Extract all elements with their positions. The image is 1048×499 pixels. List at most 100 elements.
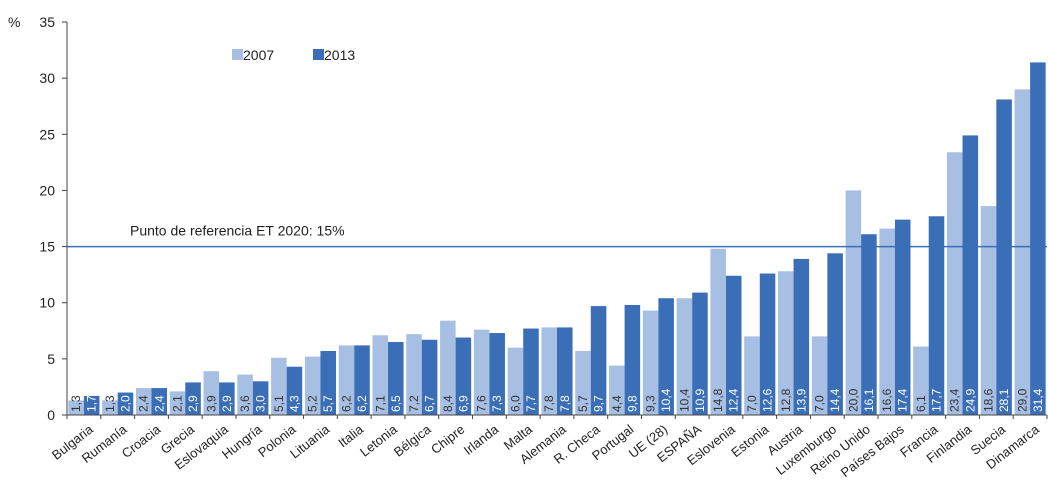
value-label: 3,6: [238, 395, 252, 412]
value-label: 2,4: [152, 395, 166, 412]
value-label: 23,4: [948, 388, 962, 412]
value-label: 7,0: [813, 395, 827, 412]
bar-2013: [1030, 62, 1046, 416]
value-label: 12,8: [779, 388, 793, 412]
bar-2007: [169, 391, 186, 415]
value-label: 9,7: [592, 395, 606, 412]
bar-2013: [219, 382, 235, 415]
value-label: 1,7: [85, 395, 99, 412]
value-label: 7,2: [407, 395, 421, 412]
bar-2013: [557, 327, 573, 415]
bar-2013: [388, 342, 404, 415]
bar-2013: [996, 99, 1012, 415]
value-label: 6,7: [423, 395, 437, 412]
value-label: 18,6: [982, 388, 996, 412]
value-label: 2,9: [220, 395, 234, 412]
bar-2007: [778, 271, 794, 415]
bar-2013: [151, 388, 168, 415]
y-tick-label: 10: [39, 295, 55, 311]
value-label: 13,9: [794, 388, 808, 412]
bar-2007: [68, 400, 84, 415]
bar-2013: [320, 350, 336, 415]
value-label: 17,7: [929, 388, 943, 412]
value-label: 5,1: [272, 395, 286, 412]
bar-2013: [286, 366, 303, 415]
value-label: 28,1: [997, 388, 1011, 412]
y-tick-label: 5: [47, 351, 55, 367]
value-label: 7,8: [558, 395, 572, 412]
value-label: 2,1: [171, 395, 185, 412]
value-label: 6,2: [339, 395, 353, 412]
bar-2013: [827, 253, 843, 415]
y-tick-label: 20: [39, 182, 55, 198]
category-label: Irlanda: [461, 421, 502, 458]
y-tick-label: 0: [47, 407, 55, 423]
category-label: Letonia: [357, 421, 400, 460]
value-label: 5,7: [576, 395, 590, 412]
bar-2007: [507, 347, 524, 415]
value-label: 3,0: [254, 395, 268, 412]
bar-2007: [102, 400, 118, 415]
value-label: 7,6: [475, 395, 489, 412]
bar-2007: [710, 248, 726, 415]
y-tick-label: 30: [39, 70, 55, 86]
value-label: 14,4: [828, 388, 842, 412]
value-label: 9,8: [625, 395, 639, 412]
bar-2013: [185, 382, 201, 415]
bar-2013: [252, 381, 269, 415]
bar-2013: [455, 337, 472, 415]
value-label: 31,4: [1031, 388, 1045, 412]
value-label: 6,9: [456, 395, 470, 412]
category-label: Croacia: [119, 421, 164, 461]
legend-label-2007: 2007: [243, 47, 274, 63]
bar-2007: [541, 327, 557, 415]
legend-label-2013: 2013: [324, 47, 355, 63]
bar-2013: [590, 306, 607, 415]
value-label: 14,8: [711, 388, 725, 412]
bar-2013: [83, 395, 100, 415]
bar-2013: [523, 328, 539, 415]
value-label: 10,4: [659, 388, 673, 412]
reference-line-label: Punto de referencia ET 2020: 15%: [130, 223, 345, 239]
bar-2007: [1014, 89, 1031, 415]
bar-2007: [642, 310, 659, 415]
value-label: 6,0: [508, 395, 522, 412]
bar-2013: [692, 292, 708, 415]
value-label: 2,4: [137, 395, 151, 412]
value-label: 10,4: [677, 388, 691, 412]
value-label: 16,6: [880, 388, 894, 412]
category-label: Lituania: [287, 421, 333, 461]
value-label: 5,2: [306, 395, 320, 412]
value-label: 3,9: [204, 395, 218, 412]
value-label: 8,4: [441, 395, 455, 412]
value-label: 4,3: [287, 395, 301, 412]
bar-2007: [845, 190, 862, 415]
value-label: 2,9: [186, 395, 200, 412]
value-label: 16,1: [862, 388, 876, 412]
bar-2013: [624, 304, 641, 415]
bar-2013: [421, 339, 438, 415]
bar-2007: [304, 356, 321, 415]
y-tick-label: 35: [39, 14, 55, 30]
bar-2007: [575, 350, 591, 415]
bar-2013: [928, 216, 945, 415]
y-axis-label: %: [8, 14, 20, 30]
bar-2007: [338, 345, 355, 415]
value-label: 5,7: [321, 395, 335, 412]
bar-2007: [135, 388, 152, 415]
bar-2013: [117, 392, 134, 415]
category-label: Bélgica: [391, 421, 434, 460]
value-label: 6,2: [355, 395, 369, 412]
value-label: 7,8: [542, 395, 556, 412]
bar-2007: [744, 336, 760, 415]
value-label: 24,9: [963, 388, 977, 412]
value-label: 7,7: [524, 395, 538, 412]
bar-2007: [271, 357, 287, 415]
value-label: 7,3: [490, 395, 504, 412]
bar-2013: [759, 273, 776, 415]
value-label: 1,3: [69, 395, 83, 412]
bar-2007: [811, 336, 828, 415]
value-label: 7,1: [373, 395, 387, 412]
